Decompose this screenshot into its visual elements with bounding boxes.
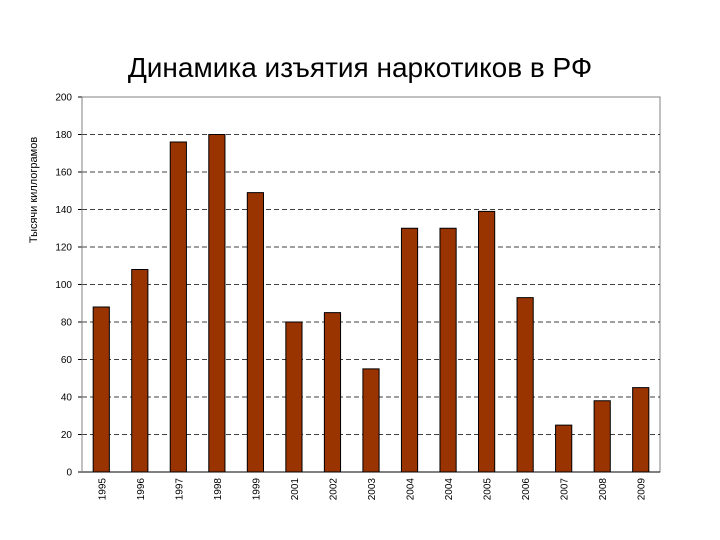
x-tick-label: 2008	[598, 478, 609, 501]
y-tick-label: 160	[55, 168, 72, 179]
y-tick-label: 0	[66, 468, 72, 479]
y-tick-label: 80	[61, 318, 73, 329]
bar	[362, 368, 380, 473]
bar	[593, 400, 611, 473]
bar	[555, 424, 573, 473]
y-tick-labels: 0 20 40 60 80 100 120 140 160 180 200	[55, 93, 72, 479]
bar	[478, 210, 496, 473]
y-tick-label: 20	[61, 430, 73, 441]
y-tick-label: 180	[55, 130, 72, 141]
x-tick-label: 2005	[483, 478, 494, 501]
bar	[323, 312, 342, 473]
chart-title: Динамика изъятия наркотиков в РФ	[127, 52, 593, 83]
x-tick-labels: 1995 1996 1997 1998 1999 2001 2002 2003 2004 2004…	[97, 478, 647, 501]
y-tick-label: 200	[55, 93, 72, 104]
x-tick-label: 2009	[637, 478, 648, 501]
bar	[246, 192, 264, 473]
bar	[169, 141, 187, 473]
bar	[285, 321, 303, 473]
bar	[208, 134, 226, 473]
x-tick-label: 1995	[97, 478, 108, 501]
bar	[131, 269, 149, 473]
bar	[632, 387, 650, 473]
y-tick-label: 40	[61, 393, 73, 404]
x-tick-label: 2007	[560, 478, 571, 501]
y-tick-label: 140	[55, 205, 72, 216]
x-tick-label: 2003	[367, 478, 378, 501]
bar	[92, 306, 110, 473]
x-tick-label: 2004	[406, 478, 417, 501]
bar	[439, 227, 457, 473]
x-tick-label: 1998	[213, 478, 224, 501]
x-tick-label: 2002	[328, 478, 339, 501]
x-tick-label: 1996	[136, 478, 147, 501]
x-tick-label: 2004	[444, 478, 455, 501]
y-tick-label: 100	[55, 280, 72, 291]
bar	[516, 297, 534, 473]
x-tick-label: 2006	[521, 478, 532, 501]
y-tick-label: 120	[55, 243, 72, 254]
y-tick-label: 60	[61, 355, 73, 366]
x-tick-label: 2001	[290, 478, 301, 501]
x-tick-label: 1997	[174, 478, 185, 501]
x-tick-label: 1999	[251, 478, 262, 501]
bar	[400, 227, 419, 473]
